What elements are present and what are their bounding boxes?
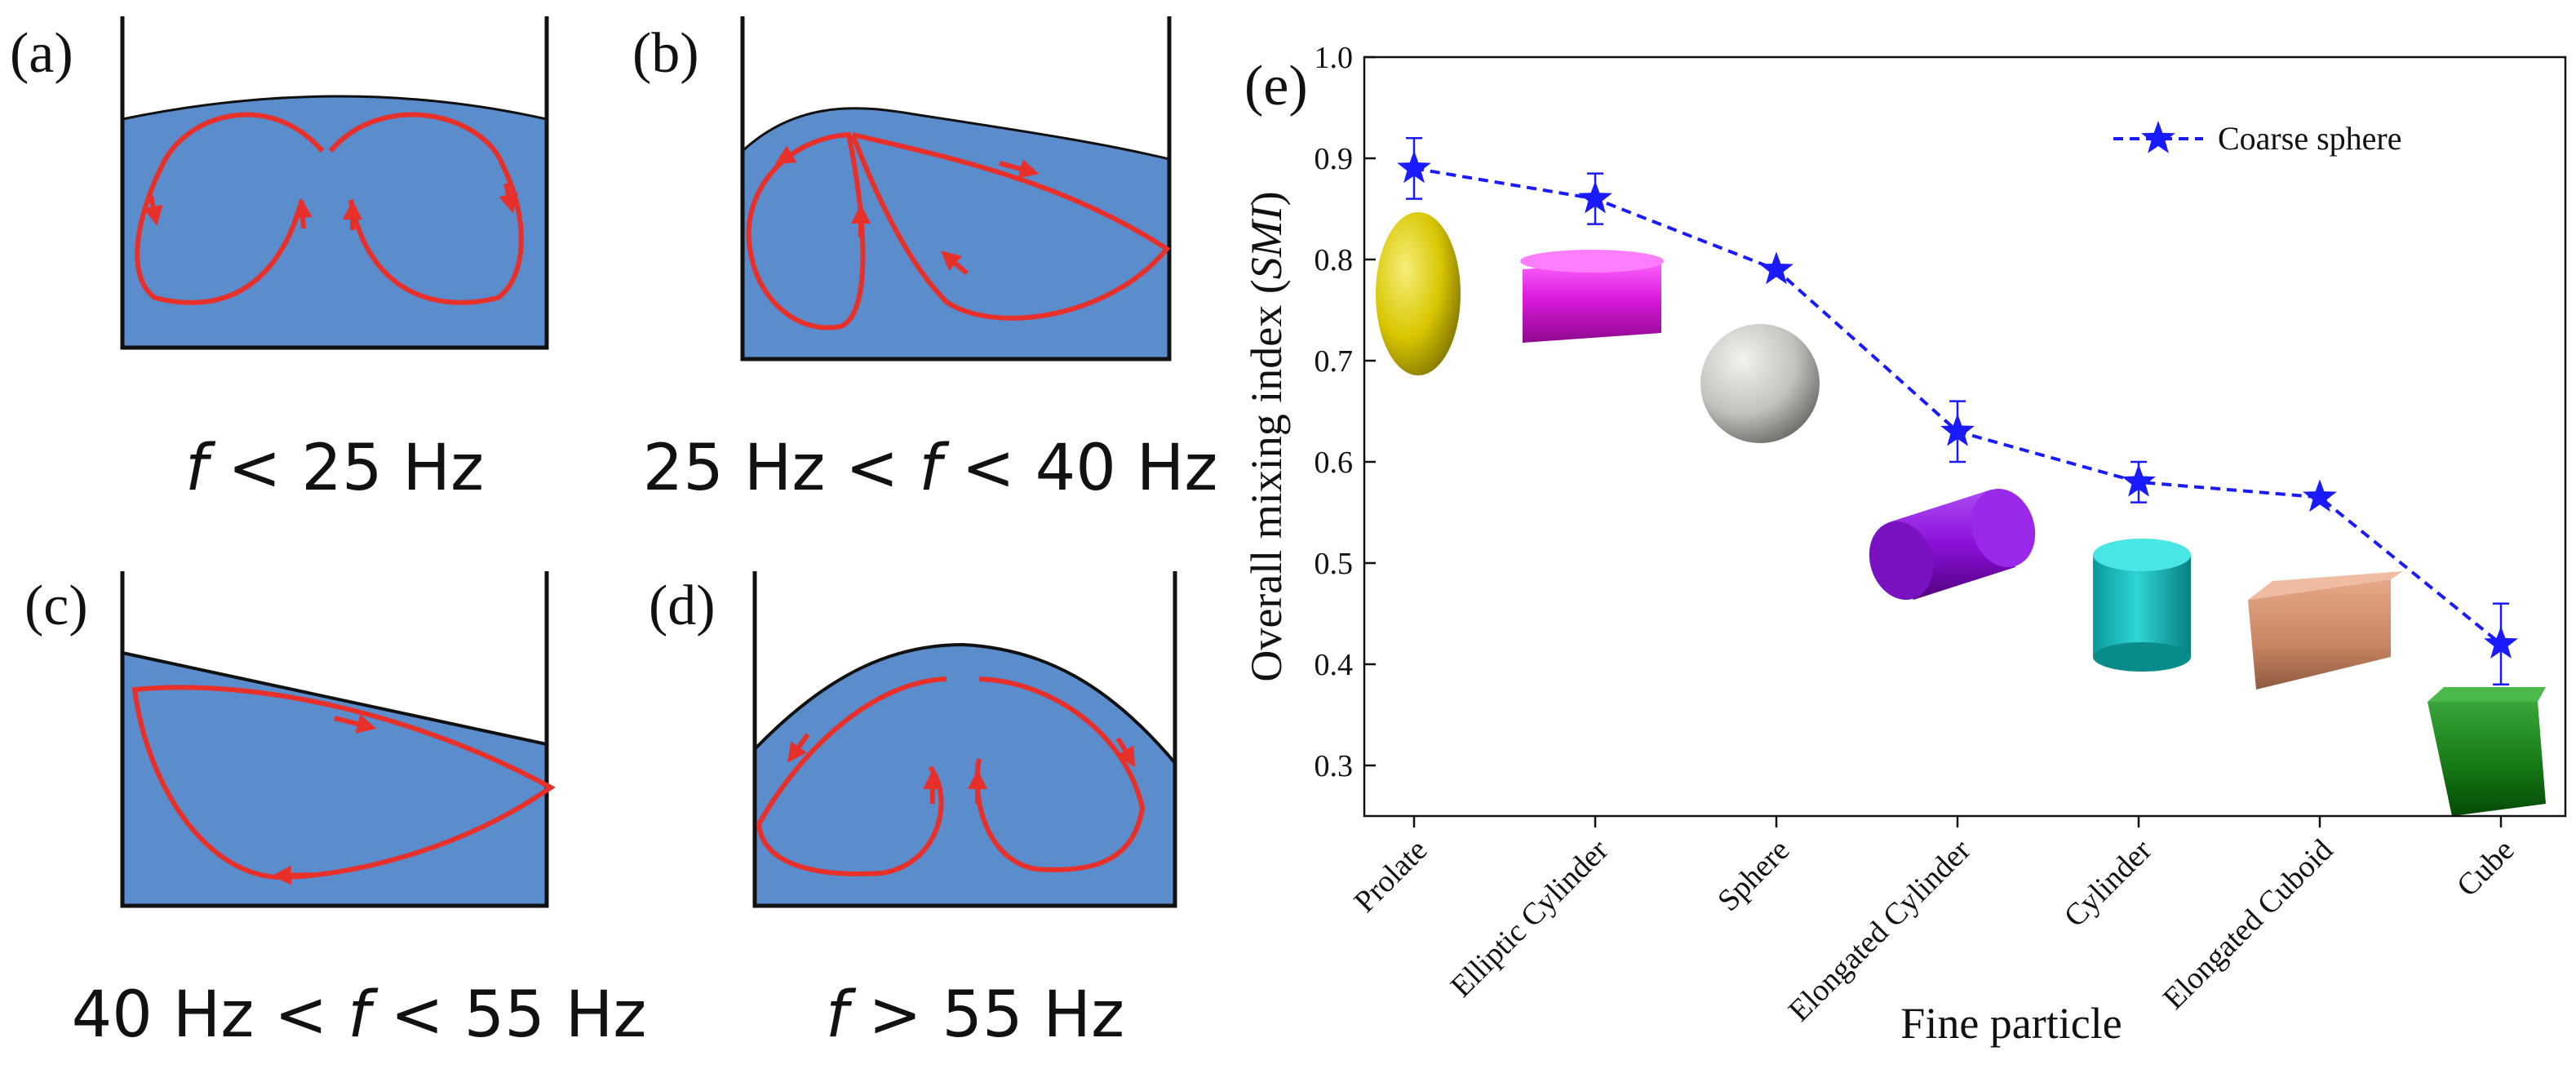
y-tick-label: 1.0 (1315, 41, 1354, 75)
category-label: Prolate (1348, 833, 1434, 920)
free-surface-d (753, 642, 1177, 765)
vortex-left-d (756, 676, 947, 876)
cube-particle-image (2427, 687, 2546, 816)
y-tick-label: 0.5 (1315, 547, 1354, 581)
container-b (740, 16, 1172, 362)
panel-b-label: (b) (632, 22, 699, 85)
data-point-star (1578, 180, 1612, 214)
y-axis-title: Overall mixing index (SMI) (1242, 191, 1291, 681)
container-a (120, 16, 549, 350)
y-tick-label: 0.4 (1315, 648, 1354, 682)
vortex-right-a (328, 112, 524, 305)
flow-arrow-a2 (292, 198, 313, 229)
panel-e-label: (e) (1244, 55, 1308, 118)
data-point-star (1940, 413, 1975, 446)
elliptic-cylinder-particle-image (1520, 250, 1664, 343)
panel-a-condition: f < 25 Hz (185, 432, 484, 505)
vortex-right-d (974, 676, 1146, 872)
legend-label: Coarse sphere (2218, 120, 2401, 157)
panel-b-condition: 25 Hz < f < 40 Hz (643, 432, 1218, 505)
panel-c-label: (c) (24, 574, 88, 637)
flow-arrow-d4 (1115, 737, 1136, 768)
sphere-particle-image (1700, 324, 1820, 443)
y-tick-label: 0.8 (1315, 243, 1354, 277)
category-label: Elliptic Cylinder (1444, 832, 1616, 1004)
series-coarse-sphere (1397, 136, 2518, 686)
y-axis: 0.3 0.4 0.5 0.6 0.7 0.8 0.9 1.0 (1315, 41, 1376, 783)
flow-arrow-b1 (774, 144, 805, 165)
free-surface-c (122, 651, 548, 746)
data-point-star (1759, 251, 1793, 285)
liquid-surface-b (743, 108, 1169, 359)
y-tick-label: 0.7 (1315, 344, 1354, 379)
data-point-star (2122, 464, 2156, 497)
panel-b: (b) 25 Hz < f < 40 Hz (632, 16, 1217, 505)
data-point-star (1397, 150, 1431, 184)
y-tick-label: 0.9 (1315, 142, 1354, 176)
prolate-particle-image (1376, 212, 1461, 375)
legend: Coarse sphere (2113, 120, 2401, 157)
mixing-index-chart: (e) (1242, 41, 2567, 1048)
free-surface-a (122, 95, 548, 121)
container-c (120, 571, 549, 908)
plot-area-frame (1363, 55, 2567, 818)
category-label: Cube (2450, 833, 2521, 903)
liquid-surface-c (122, 653, 547, 906)
flow-arrow-d1 (787, 733, 810, 763)
liquid-surface-d (755, 645, 1175, 906)
elongated-cylinder-particle-image (1869, 488, 2036, 601)
y-tick-label: 0.3 (1315, 749, 1354, 783)
liquid-surface-a (122, 96, 547, 348)
flow-arrow-c1 (334, 714, 377, 734)
panel-d: (d) f > 55 Hz (649, 571, 1177, 1052)
panel-c: (c) 40 Hz < f < 55 Hz (24, 571, 646, 1052)
particle-illustrations (1376, 212, 2546, 816)
vortex-right-b (850, 132, 1171, 321)
flow-arrow-b3 (999, 159, 1040, 179)
vortex-left-a (135, 112, 325, 305)
panel-a: (a) f < 25 Hz (10, 16, 549, 505)
panel-d-label: (d) (649, 574, 716, 637)
free-surface-b (741, 107, 1170, 161)
panel-a-label: (a) (10, 22, 73, 85)
panel-d-condition: f > 55 Hz (826, 978, 1124, 1052)
cylinder-particle-image (2093, 539, 2191, 672)
vortex-left-b (746, 131, 866, 330)
data-point-star (2303, 479, 2337, 512)
flow-arrow-c2 (272, 865, 311, 885)
category-label: Elongated Cuboid (2157, 833, 2339, 1016)
flow-arrow-b4 (940, 251, 969, 276)
panel-c-condition: 40 Hz < f < 55 Hz (72, 978, 647, 1052)
flow-arrow-a1 (143, 195, 163, 226)
flow-arrow-a4 (499, 183, 518, 214)
x-axis: Prolate Elliptic Cylinder Sphere Elongated … (1348, 816, 2521, 1028)
data-point-star (2484, 626, 2518, 659)
category-label: Sphere (1711, 833, 1796, 918)
x-axis-title: Fine particle (1900, 999, 2122, 1048)
vortex-c (131, 685, 556, 880)
y-tick-label: 0.6 (1315, 446, 1354, 480)
legend-star-marker (2141, 121, 2175, 153)
container-d (752, 571, 1177, 908)
category-label: Cylinder (2058, 832, 2159, 934)
elongated-cuboid-particle-image (2248, 571, 2403, 690)
